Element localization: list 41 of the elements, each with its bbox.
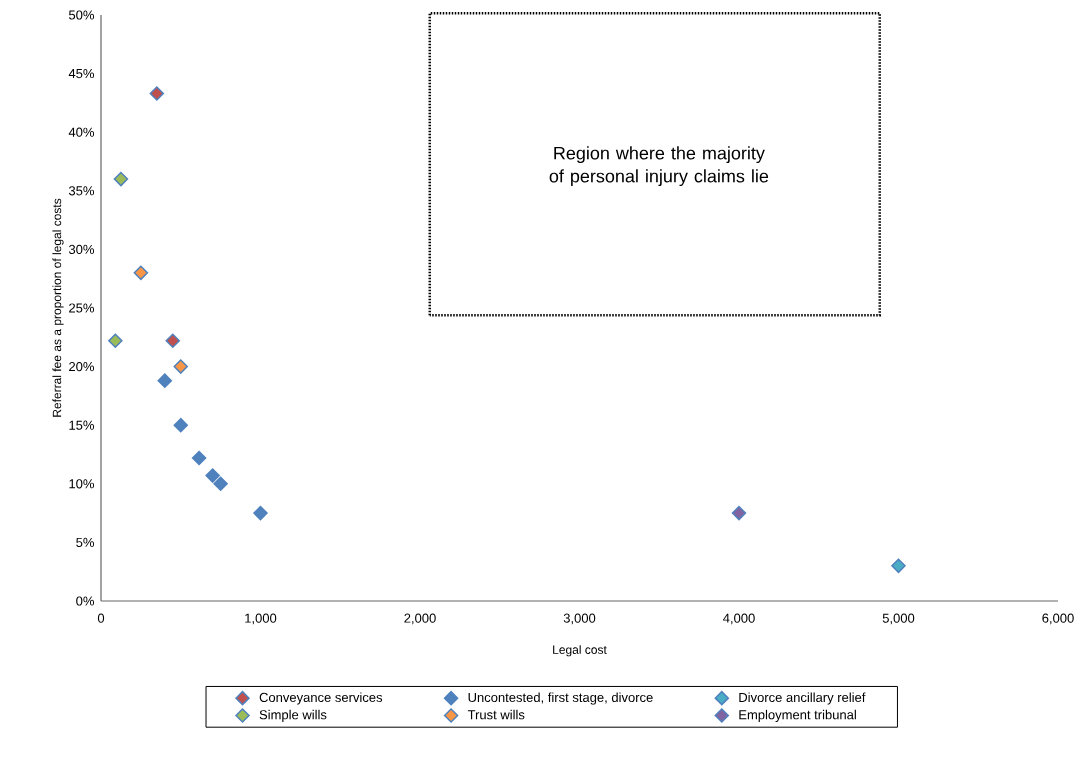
point — [731, 505, 747, 521]
point — [191, 450, 207, 466]
y-axis-title: Referral fee as a proportion of legal costs — [52, 198, 64, 417]
point — [891, 558, 906, 574]
x-tick-label: 4,000 — [723, 613, 755, 625]
point — [213, 476, 228, 492]
x-tick-label: 2,000 — [404, 613, 436, 625]
y-tick-label: 50% — [68, 10, 95, 20]
x-tick-label: 0 — [97, 613, 105, 623]
y-tick-label: 40% — [68, 127, 95, 137]
x-axis-title: Legal cost — [553, 645, 607, 657]
x-tick-label: 3,000 — [563, 613, 596, 625]
y-tick-label: 20% — [69, 361, 95, 372]
x-tick-label: 6,000 — [1042, 613, 1074, 625]
point — [133, 265, 149, 281]
y-tick-label: 25% — [69, 303, 95, 313]
legend-label: Trust wills — [467, 709, 525, 720]
point — [253, 505, 268, 521]
y-tick-label: 35% — [68, 186, 95, 196]
point — [113, 171, 129, 187]
point — [157, 373, 173, 388]
y-tick-label: 30% — [68, 244, 95, 254]
legend-label: Conveyance services — [259, 692, 383, 705]
y-tick-label: 5% — [76, 537, 95, 547]
point — [149, 86, 165, 101]
annotation: Region where the majority of personal injury claims lie — [549, 146, 769, 187]
point — [108, 333, 123, 349]
y-tick-label: 15% — [69, 420, 95, 430]
point — [173, 359, 189, 374]
legend-label: Employment tribunal — [739, 709, 856, 722]
x-tick-label: 5,000 — [882, 613, 915, 625]
point — [165, 333, 181, 349]
y-tick-label: 45% — [68, 69, 95, 79]
y-tick-label: 0% — [76, 596, 95, 606]
x-tick-label: 1,000 — [245, 613, 277, 625]
legend-label: Divorce ancillary relief — [739, 692, 866, 705]
legend-label: Uncontested, first stage, divorce — [468, 692, 653, 705]
point — [205, 468, 220, 483]
point — [173, 417, 189, 433]
legend-label: Simple wills — [259, 709, 327, 722]
y-tick-label: 10% — [69, 479, 95, 489]
